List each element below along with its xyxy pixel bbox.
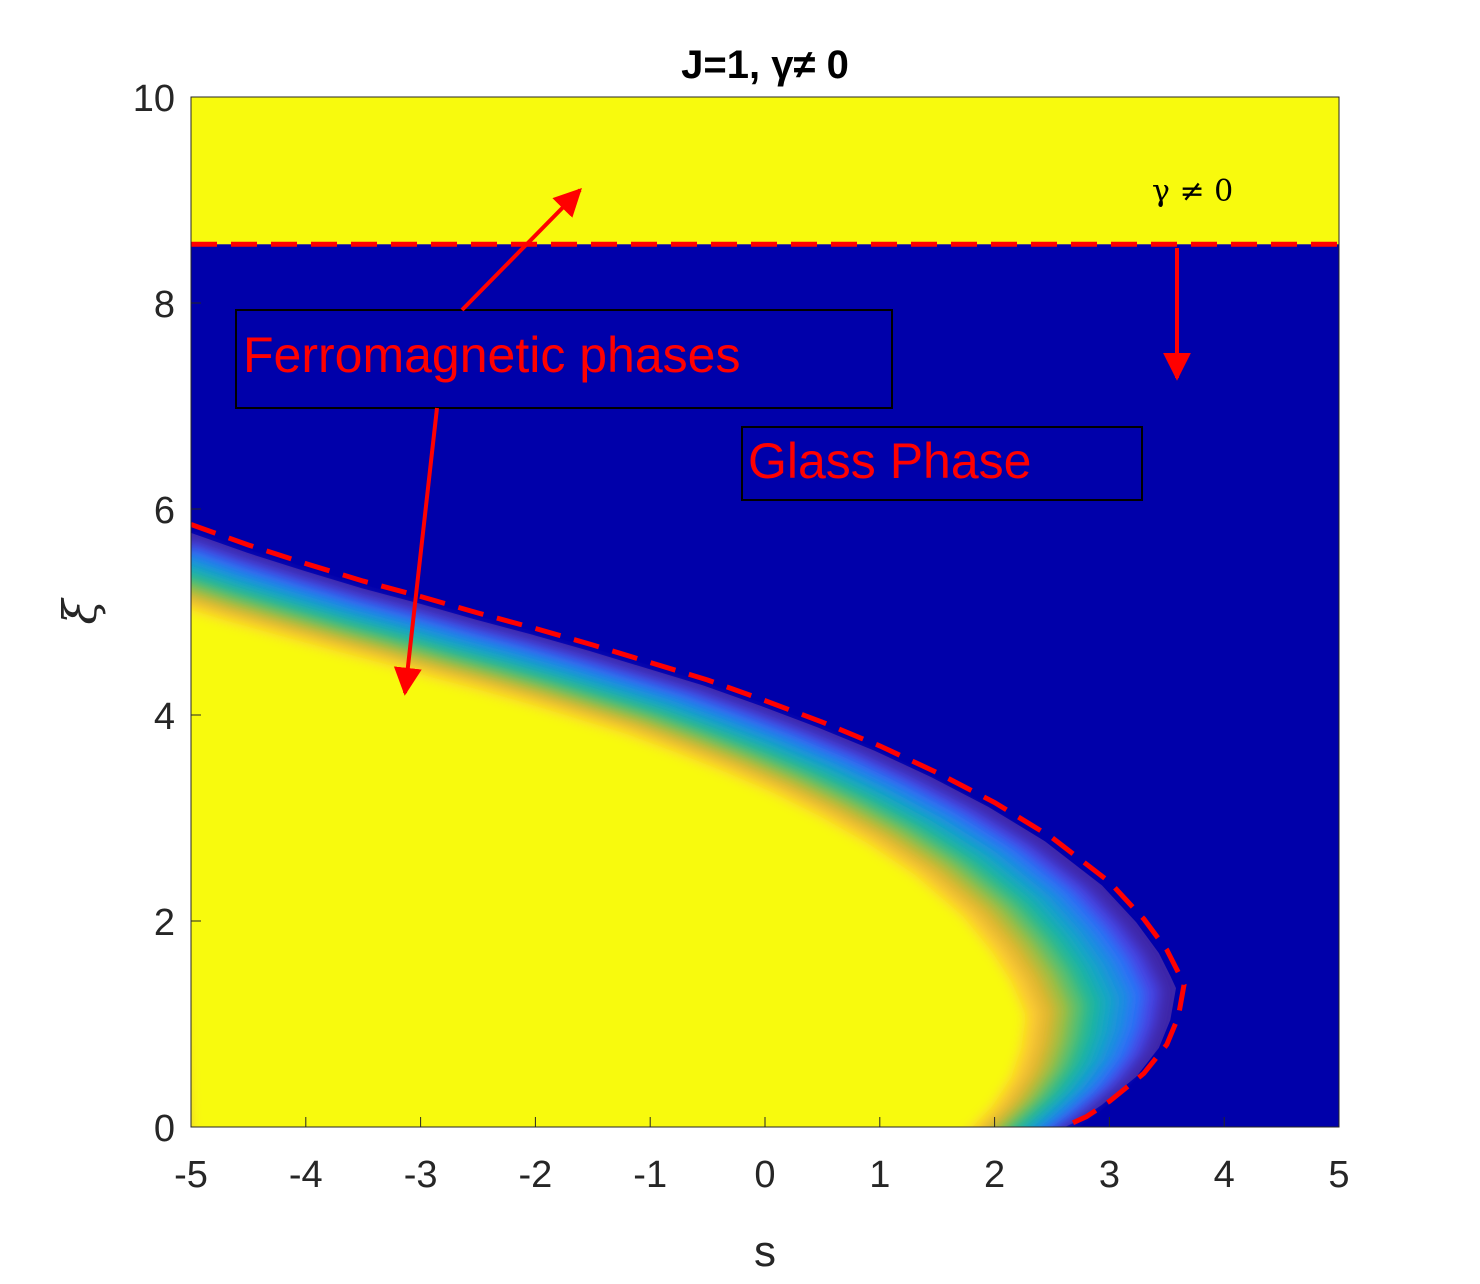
- y-tick-label: 6: [154, 490, 175, 532]
- y-tick-label: 10: [133, 78, 175, 120]
- x-tick-label: -3: [404, 1154, 438, 1196]
- x-axis-label: s: [754, 1227, 776, 1276]
- x-tick-label: 4: [1214, 1154, 1235, 1196]
- x-axis-ticks: -5 -4 -3 -2 -1 0 1 2 3 4 5: [174, 1117, 1350, 1196]
- arrow-to-upper-ferro: [460, 188, 582, 312]
- gamma-nonzero-label: γ ≠ 0: [1152, 174, 1233, 209]
- x-tick-label: -1: [633, 1154, 667, 1196]
- x-tick-label: -4: [289, 1154, 323, 1196]
- y-tick-label: 0: [154, 1108, 175, 1150]
- x-tick-label: 0: [754, 1154, 775, 1196]
- x-tick-label: -5: [174, 1154, 208, 1196]
- x-tick-label: 1: [869, 1154, 890, 1196]
- x-tick-label: 3: [1099, 1154, 1120, 1196]
- y-tick-label: 4: [154, 696, 175, 738]
- y-tick-label: 8: [154, 284, 175, 326]
- glass-phase-label: Glass Phase: [748, 433, 1031, 489]
- lower-phase-boundary-line: [191, 522, 1187, 1127]
- x-tick-label: -2: [519, 1154, 553, 1196]
- transition-gradient-band: [191, 532, 1176, 1127]
- x-tick-label: 2: [984, 1154, 1005, 1196]
- glass-label-box: [741, 426, 1143, 501]
- ferromagnetic-label: Ferromagnetic phases: [243, 327, 740, 383]
- gradient-layer: [191, 609, 1026, 1127]
- y-axis-ticks: 0 2 4 6 8 10: [133, 78, 201, 1150]
- x-tick-label: 5: [1328, 1154, 1349, 1196]
- y-axis-label: ξ: [53, 597, 107, 625]
- y-tick-label: 2: [154, 902, 175, 944]
- upper-ferromagnetic-region: [191, 97, 1339, 245]
- ferromagnetic-label-box: [235, 309, 893, 409]
- annotations: Ferromagnetic phases Glass Phase γ ≠ 0: [235, 174, 1233, 696]
- chart-title: J=1, γ≠ 0: [681, 43, 849, 87]
- plot-area: [191, 97, 1339, 1127]
- arrow-to-lower-ferro: [393, 407, 439, 696]
